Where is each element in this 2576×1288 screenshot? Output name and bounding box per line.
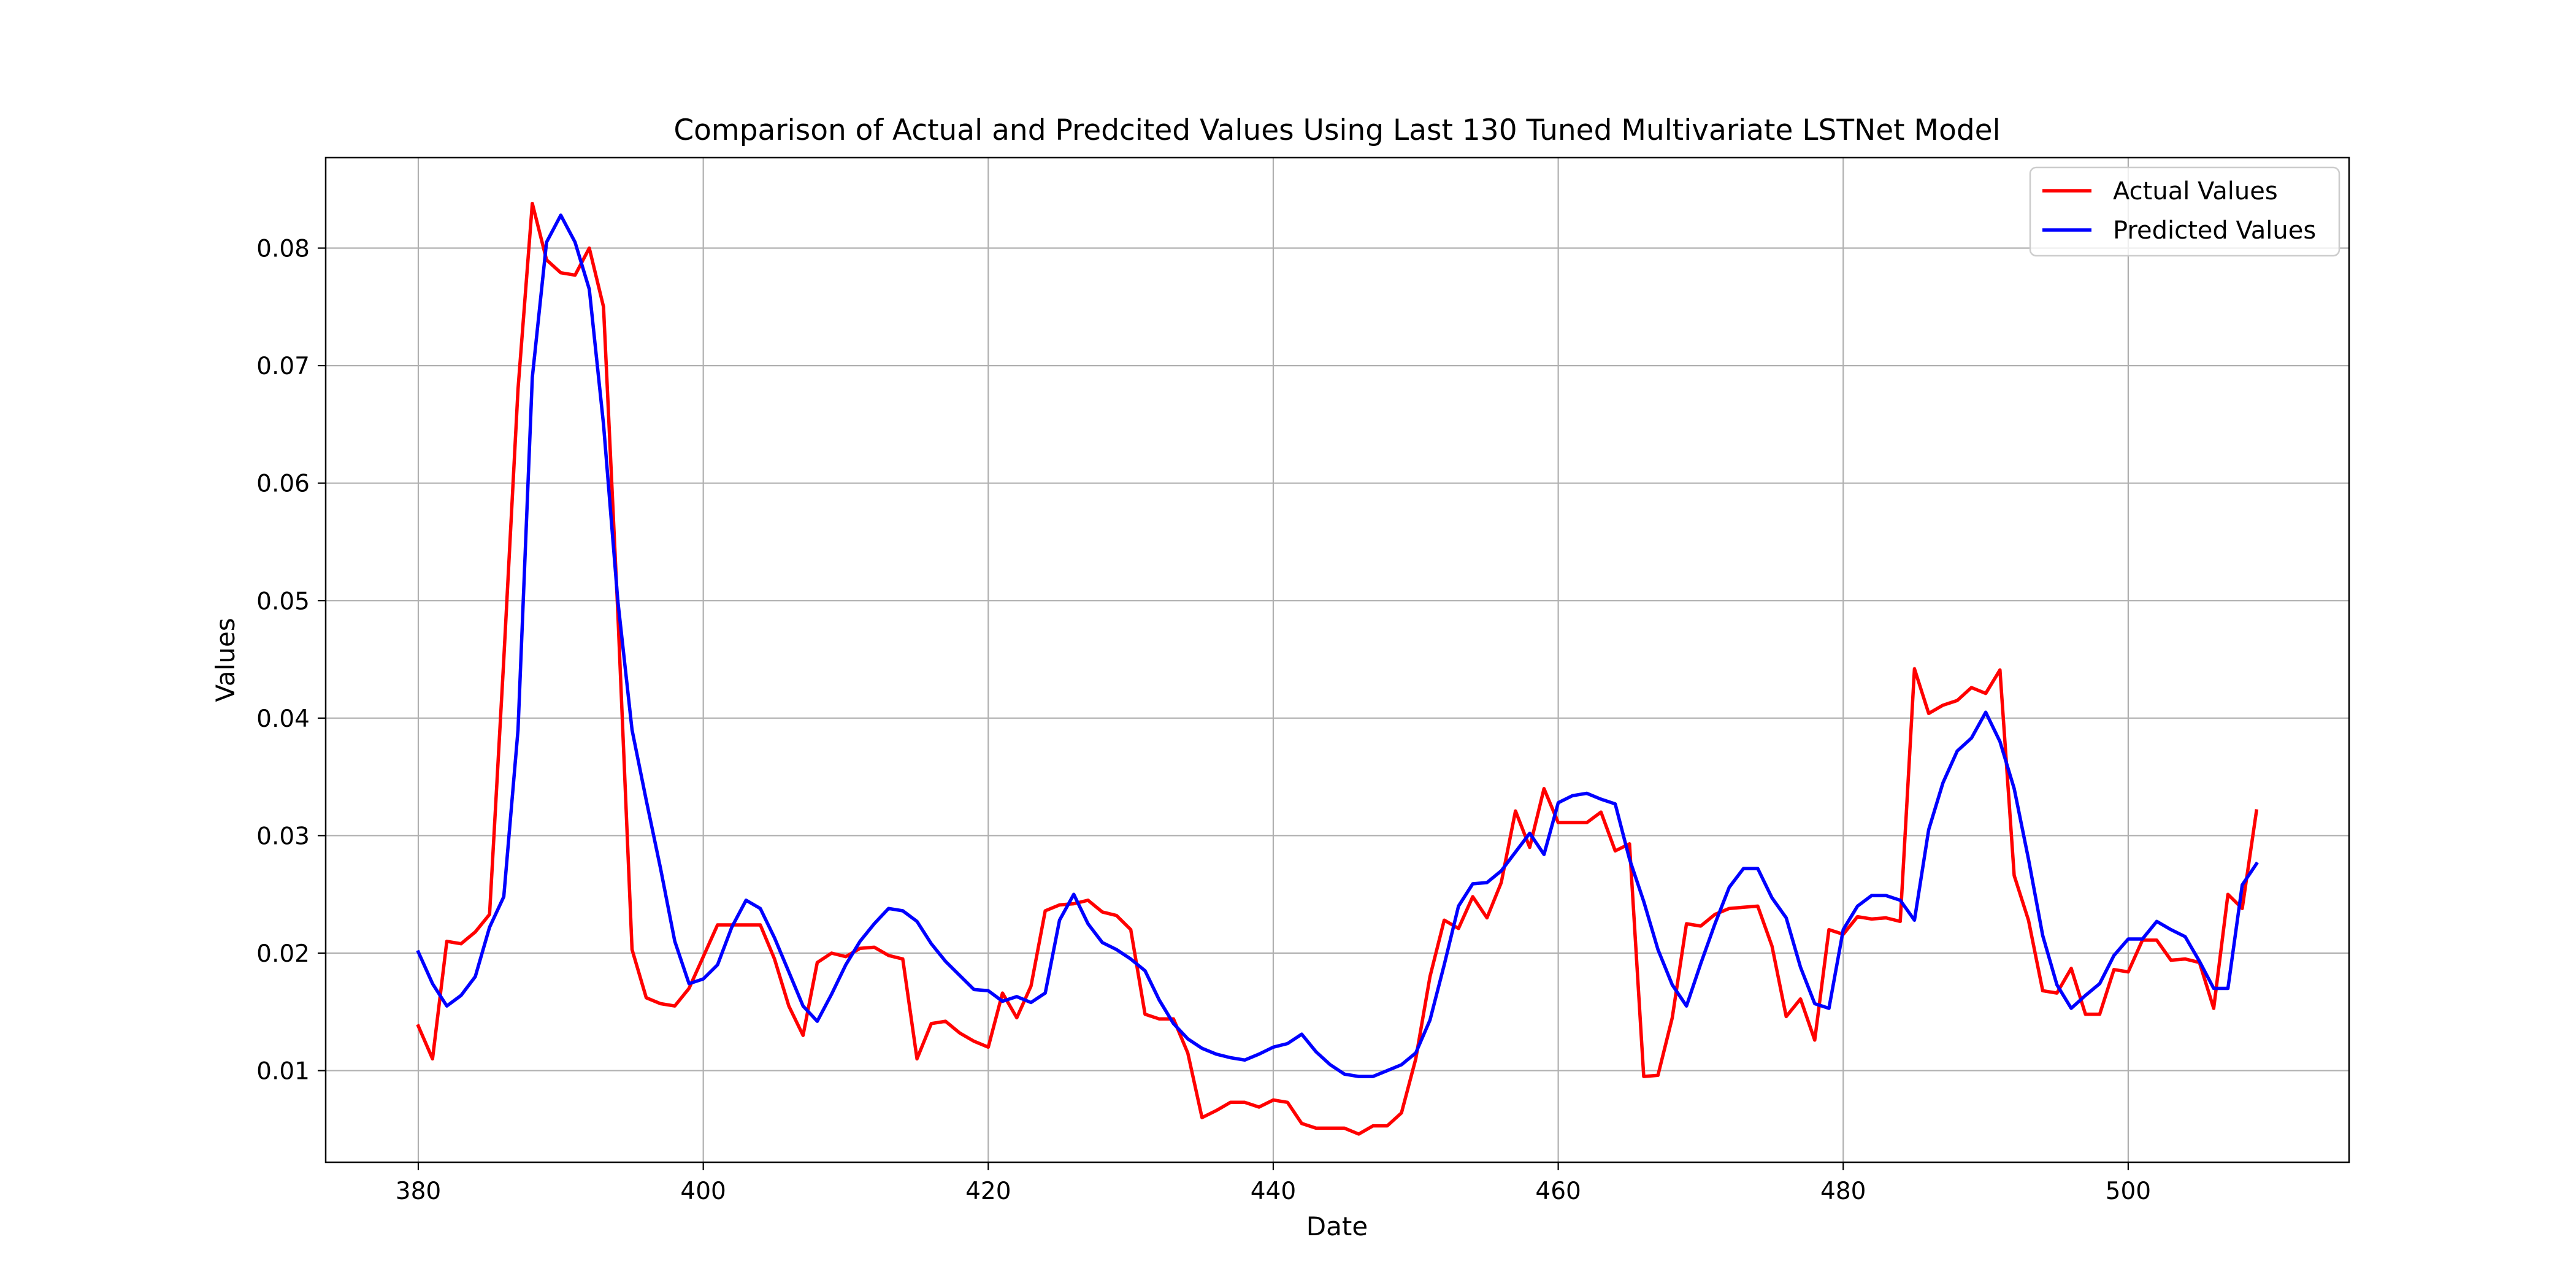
legend-label-predicted: Predicted Values bbox=[2113, 217, 2316, 245]
x-tick-label: 420 bbox=[965, 1178, 1011, 1205]
y-axis-label: Values bbox=[210, 618, 240, 702]
x-tick-label: 380 bbox=[396, 1178, 441, 1205]
y-tick-label: 0.04 bbox=[256, 705, 310, 733]
y-tick-label: 0.01 bbox=[256, 1058, 310, 1086]
x-axis: 380 400 420 440 460 480 500 bbox=[396, 1162, 2151, 1205]
y-tick-label: 0.07 bbox=[256, 353, 310, 380]
y-tick-label: 0.02 bbox=[256, 940, 310, 968]
y-tick-label: 0.06 bbox=[256, 470, 310, 498]
legend-label-actual: Actual Values bbox=[2113, 177, 2278, 205]
legend-box bbox=[2029, 166, 2340, 257]
series-line-actual bbox=[416, 201, 2259, 1136]
x-tick-label: 460 bbox=[1535, 1178, 1581, 1205]
y-tick-label: 0.05 bbox=[256, 588, 310, 615]
y-tick-label: 0.03 bbox=[256, 822, 310, 850]
x-tick-label: 500 bbox=[2106, 1178, 2151, 1205]
y-tick-label: 0.08 bbox=[256, 236, 310, 263]
chart-title: Comparison of Actual and Predcited Value… bbox=[673, 113, 2000, 147]
x-axis-label: Date bbox=[1306, 1211, 1368, 1241]
plot-frame bbox=[324, 156, 2350, 1163]
series-line-predicted bbox=[416, 213, 2259, 1078]
x-tick-label: 440 bbox=[1251, 1178, 1296, 1205]
legend: Actual Values Predicted Values bbox=[2029, 166, 2340, 257]
series-layer bbox=[416, 201, 2259, 1136]
plot-area bbox=[326, 158, 2349, 1162]
y-axis: 0.01 0.02 0.03 0.04 0.05 0.06 0.07 0.08 bbox=[256, 236, 326, 1086]
x-tick-label: 400 bbox=[680, 1178, 726, 1205]
x-tick-label: 480 bbox=[1820, 1178, 1866, 1205]
